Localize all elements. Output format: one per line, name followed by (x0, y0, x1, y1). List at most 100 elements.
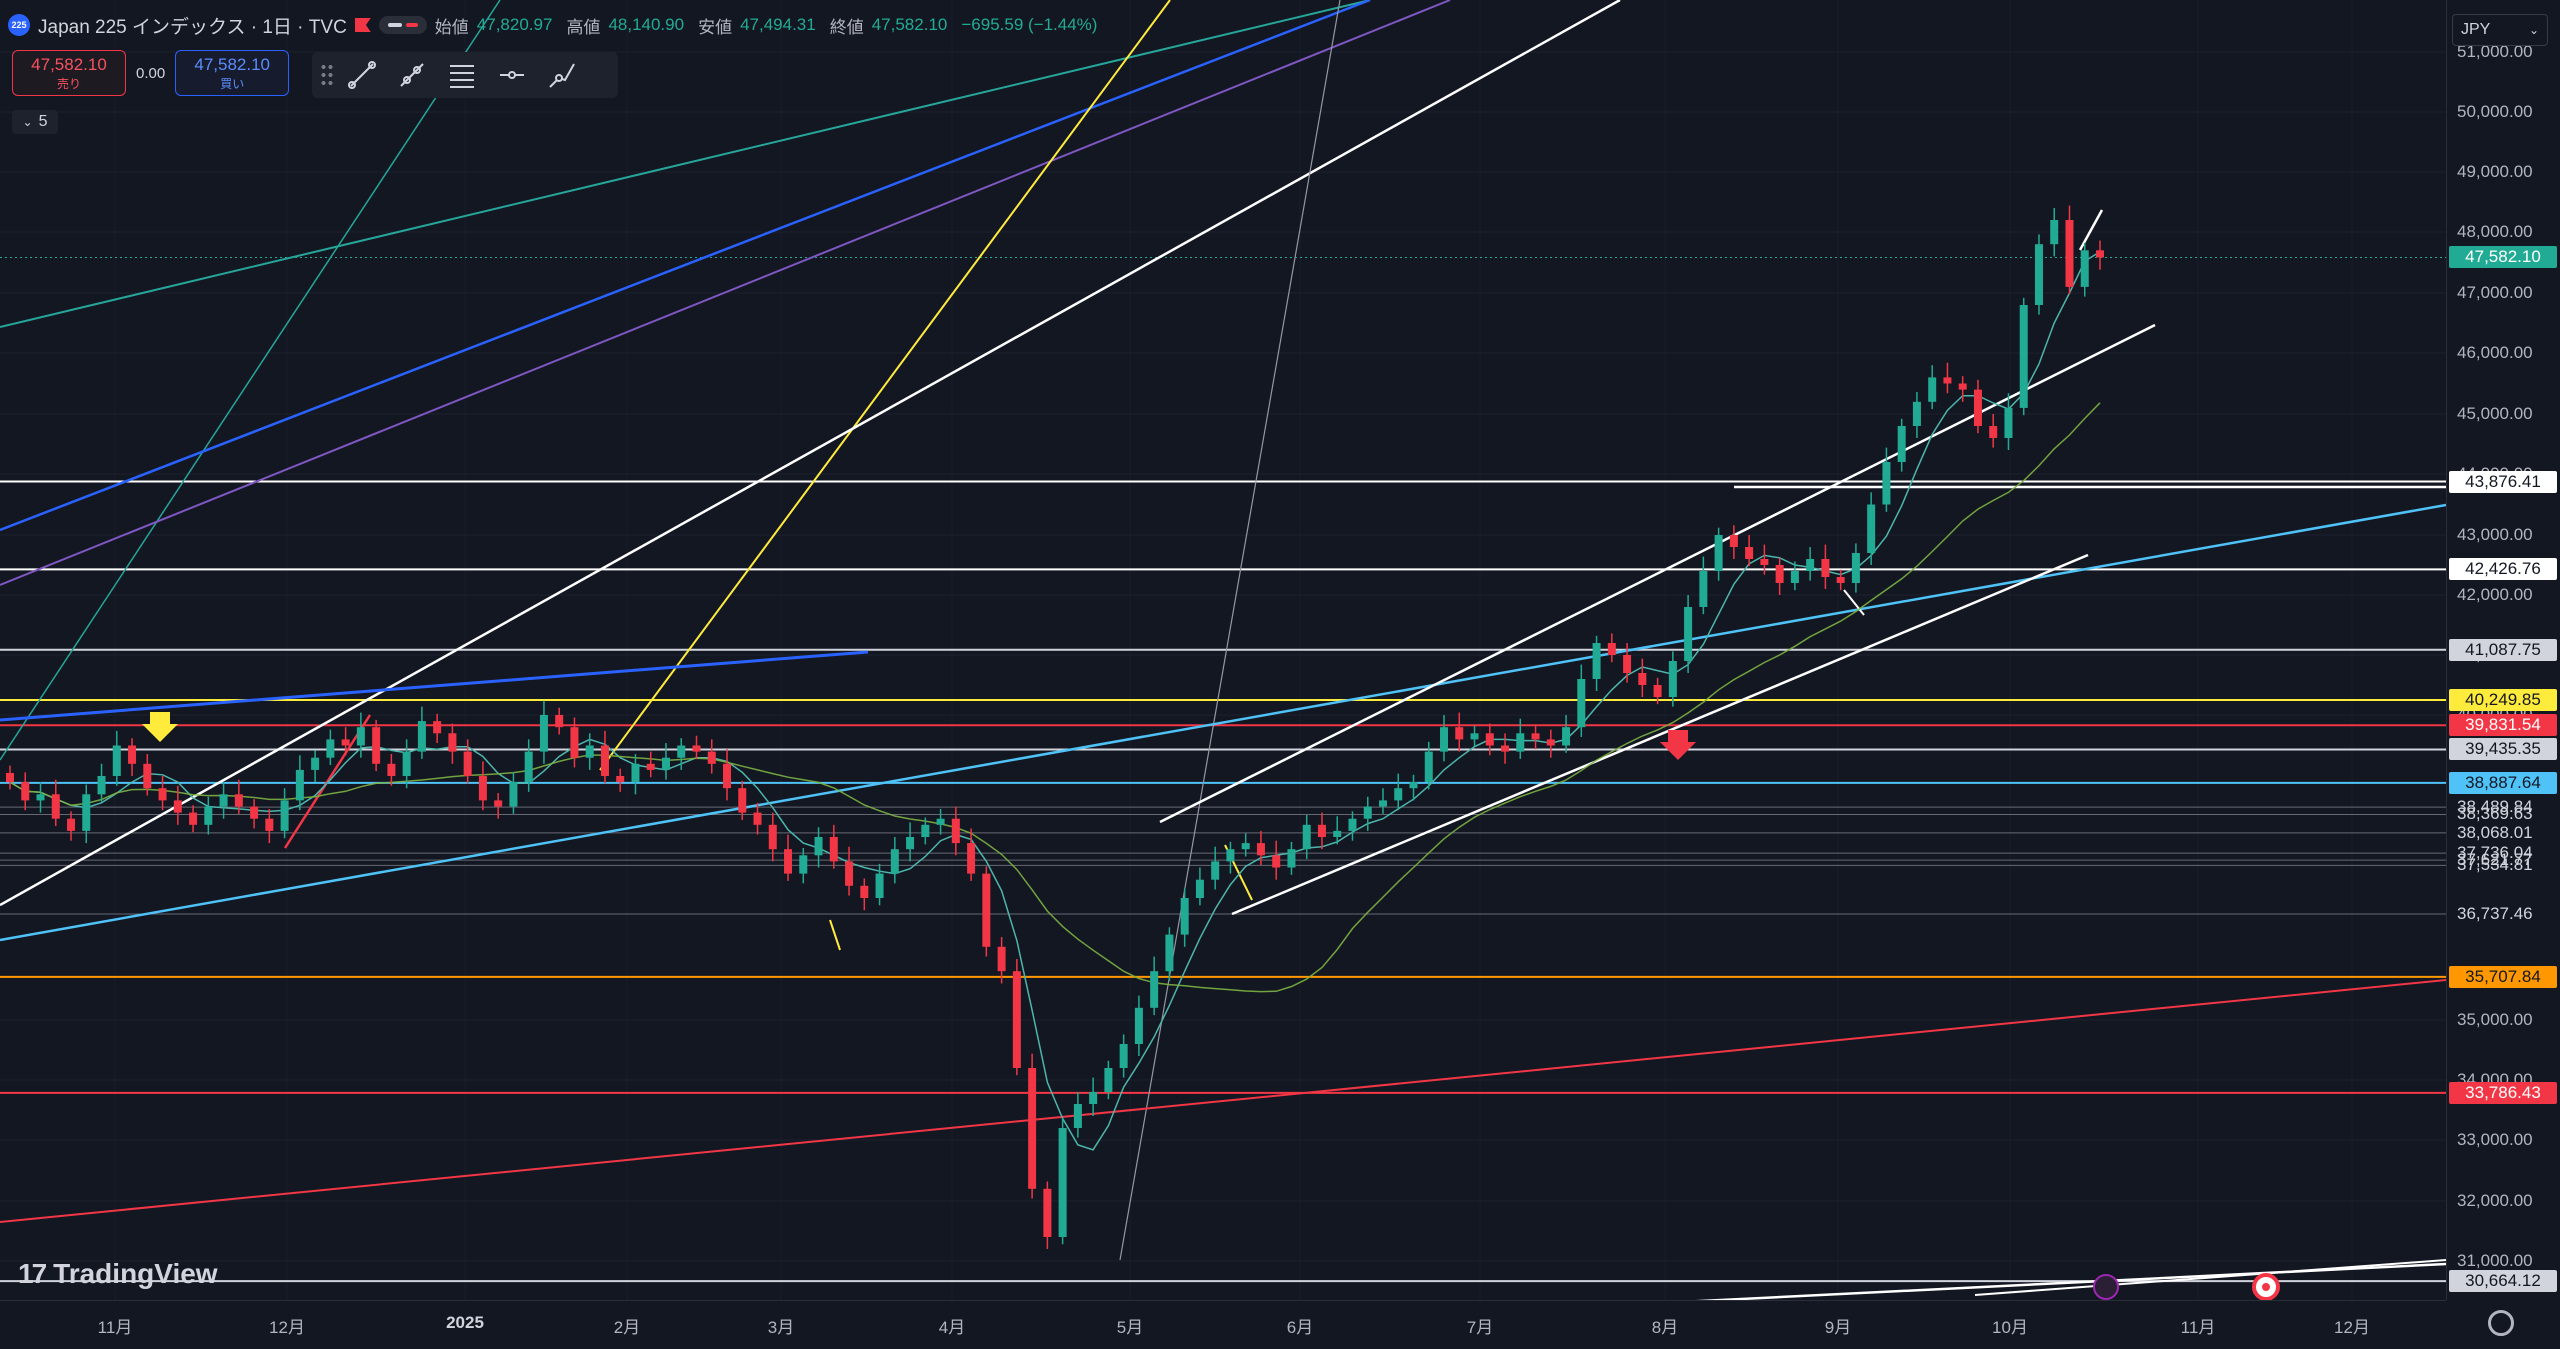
buy-button[interactable]: 47,582.10 買い (175, 50, 290, 96)
low-label: 安値 (698, 17, 733, 37)
candle-body (692, 745, 701, 752)
candle-body (173, 800, 182, 813)
candle-body (2065, 220, 2074, 287)
candle-body (204, 806, 213, 825)
candle-body (814, 837, 823, 856)
settings-icon[interactable] (2488, 1310, 2514, 1336)
candle-body (341, 739, 350, 746)
level-label: 38,887.64 (2449, 771, 2557, 794)
candle-body (1363, 806, 1372, 819)
candle-body (1302, 824, 1311, 850)
candle-body (1623, 655, 1632, 673)
candle-body (2034, 244, 2043, 305)
candle-body (234, 794, 243, 807)
candle-body (738, 788, 747, 813)
candle-body (631, 763, 640, 783)
price-chart[interactable] (0, 0, 2446, 1300)
change-value: −695.59 (−1.44%) (961, 15, 1098, 34)
candle-body (2050, 220, 2059, 245)
trend-line (2078, 209, 2104, 251)
candle-body (951, 818, 960, 844)
drag-handle[interactable] (320, 63, 334, 87)
candle-body (1089, 1092, 1098, 1104)
candle-body (143, 763, 152, 789)
candle-body (1058, 1128, 1067, 1237)
time-label: 4月 (938, 1318, 966, 1337)
candle-body (1180, 898, 1189, 935)
time-axis[interactable]: 11月 12月 2025 2月 3月 4月 5月 6月 7月 8月 9月 10月 11月 12月 (0, 1300, 2446, 1349)
open-label: 始値 (434, 17, 469, 37)
symbol-title[interactable]: Japan 225 インデックス · 1日 · TVC (38, 16, 347, 38)
sell-button[interactable]: 47,582.10 売り (12, 50, 126, 96)
candle-body (1531, 733, 1540, 740)
level-label: 43,876.41 (2449, 470, 2557, 493)
candle-body (1424, 751, 1433, 783)
candle-body (2019, 305, 2028, 408)
hline-tool-icon[interactable] (490, 57, 534, 93)
candle-body (1028, 1068, 1037, 1189)
price-tick: 45,000.00 (2457, 404, 2533, 423)
time-label: 5月 (1116, 1318, 1144, 1337)
candle-body (1241, 843, 1250, 850)
candle-body (1501, 745, 1510, 752)
candle-body (845, 861, 854, 886)
candle-body (295, 769, 304, 801)
candle-body (280, 800, 289, 831)
candle-body (97, 776, 106, 795)
low-value: 47,494.31 (740, 15, 816, 34)
candle-body (1470, 733, 1479, 740)
candle-body (1973, 389, 1982, 426)
level-label: 39,435.35 (2449, 738, 2557, 761)
fib-tool-icon[interactable] (440, 57, 484, 93)
moving-averages (9, 251, 2101, 1151)
trend-line (829, 919, 841, 951)
ray-tool-icon[interactable] (390, 57, 434, 93)
time-label: 11月 (97, 1318, 133, 1337)
candle-body (661, 757, 670, 770)
time-label: 2月 (613, 1318, 641, 1337)
trend-line (0, 0, 1371, 532)
candle-body (1348, 818, 1357, 831)
candle-body (2004, 407, 2013, 438)
price-axis[interactable]: 51,000.00 50,000.00 49,000.00 48,000.00 47,0… (2446, 0, 2560, 1300)
high-label: 高値 (566, 17, 601, 37)
currency-value: JPY (2461, 21, 2491, 38)
level-label: 37,534.81 (2457, 855, 2533, 875)
candle-body (1836, 577, 1845, 583)
level-label: 41,087.75 (2449, 638, 2557, 661)
visibility-toggle[interactable] (378, 16, 427, 34)
indicators-toggle[interactable]: ⌄ 5 (12, 110, 58, 134)
path-tool-icon[interactable] (540, 57, 584, 93)
candle-body (6, 772, 14, 783)
price-tick: 47,000.00 (2457, 283, 2533, 302)
price-tick: 43,000.00 (2457, 525, 2533, 544)
candle-body (1928, 377, 1937, 402)
price-tick: 51,000.00 (2457, 42, 2533, 61)
trend-line (0, 0, 1451, 586)
level-label: 38,068.01 (2457, 822, 2533, 842)
candle-body (875, 873, 884, 898)
candle-body (82, 794, 91, 831)
candle-body (1638, 673, 1647, 685)
line-tool-icon[interactable] (340, 57, 384, 93)
candle-body (1440, 727, 1449, 752)
time-label: 7月 (1466, 1318, 1494, 1337)
price-tick: 50,000.00 (2457, 102, 2533, 121)
candle-body (1333, 830, 1342, 837)
candle-body (1165, 934, 1174, 972)
candle-body (2096, 250, 2104, 258)
price-tick: 32,000.00 (2457, 1191, 2533, 1210)
replay-icon-dot (2262, 1283, 2270, 1291)
candle-body (1485, 733, 1494, 746)
candle-body (1745, 547, 1754, 559)
alert-icon[interactable] (2093, 1274, 2119, 1300)
time-label: 12月 (2334, 1318, 2370, 1337)
trend-line (0, 503, 2446, 942)
time-label: 9月 (1824, 1318, 1852, 1337)
candle-body (1912, 401, 1921, 426)
candle-body (1989, 426, 1998, 438)
currency-select[interactable]: JPY ⌄ (2452, 14, 2548, 46)
candle-body (1272, 855, 1281, 868)
candle-body (890, 849, 899, 874)
flag-icon[interactable] (354, 18, 371, 32)
